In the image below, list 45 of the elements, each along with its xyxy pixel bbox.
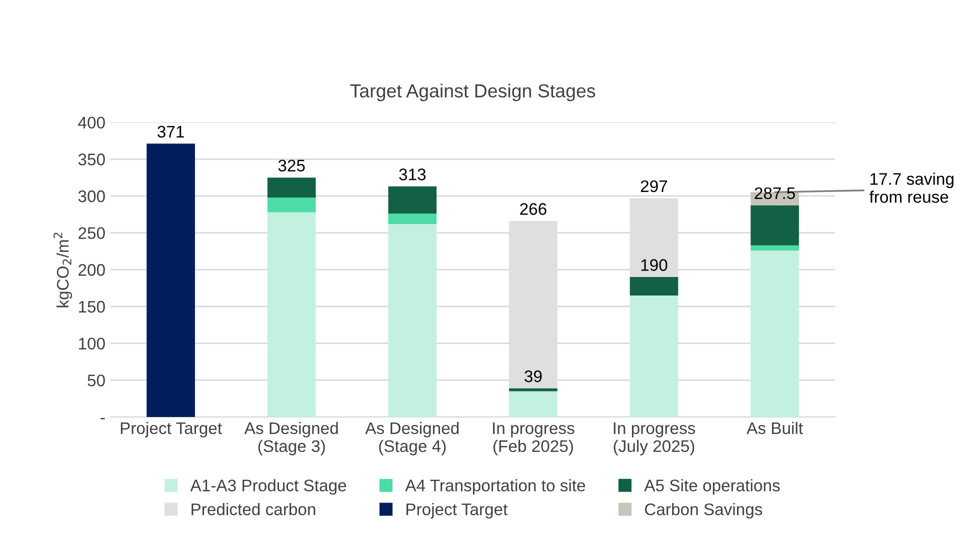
bar <box>509 391 558 417</box>
x-tick-label: As Designed (Stage 3) <box>244 422 338 456</box>
legend-label: A4 Transportation to site <box>405 479 586 495</box>
annotation: 371 <box>158 126 184 138</box>
legend-label: A1-A3 Product Stage <box>190 479 346 495</box>
bar <box>267 178 316 198</box>
bar <box>630 295 678 417</box>
bar <box>630 277 678 296</box>
annotation: 17.7 saving from reuse <box>869 172 954 203</box>
y-tick-label: 400 <box>78 116 105 129</box>
x-tick-label: As Built <box>746 422 803 434</box>
y-tick-label: 350 <box>78 154 105 166</box>
y-tick-label: 50 <box>88 374 105 386</box>
legend-label: A5 Site operations <box>644 479 780 495</box>
annotation: 313 <box>399 168 426 180</box>
bar <box>750 245 799 251</box>
annotation: 266 <box>520 203 546 215</box>
x-tick-label: In progress (Feb 2025) <box>493 422 574 456</box>
x-tick-label: As Designed (Stage 4) <box>365 422 459 456</box>
bar <box>146 144 195 417</box>
annotation: 190 <box>641 259 668 271</box>
bar <box>750 250 799 417</box>
bar <box>388 224 437 417</box>
y-tick-label: 300 <box>78 190 105 202</box>
y-tick-label: 100 <box>79 338 105 350</box>
y-axis-title: kgCO$_{2}$/m$^{2}$ <box>54 232 72 308</box>
y-tick-label: - <box>100 418 105 420</box>
legend-label: Project Target <box>406 503 508 519</box>
annotation: 297 <box>640 180 668 192</box>
bar <box>267 197 316 212</box>
bar <box>267 212 316 417</box>
y-tick-label: 200 <box>78 264 105 276</box>
annotation: 325 <box>278 160 305 172</box>
legend-label: Predicted carbon <box>192 503 316 516</box>
legend-label: Carbon Savings <box>644 503 762 519</box>
annotation: 287.5 <box>754 187 795 200</box>
bar <box>750 205 799 246</box>
bar <box>388 214 437 224</box>
y-tick-label: 150 <box>79 300 105 313</box>
y-tick-label: 250 <box>78 227 105 240</box>
chart-title: Target Against Design Stages <box>350 84 596 102</box>
bar <box>388 186 437 214</box>
annotation: 39 <box>524 370 542 382</box>
x-tick-label: In progress (July 2025) <box>614 422 696 456</box>
x-tick-label: Project Target <box>120 422 222 438</box>
